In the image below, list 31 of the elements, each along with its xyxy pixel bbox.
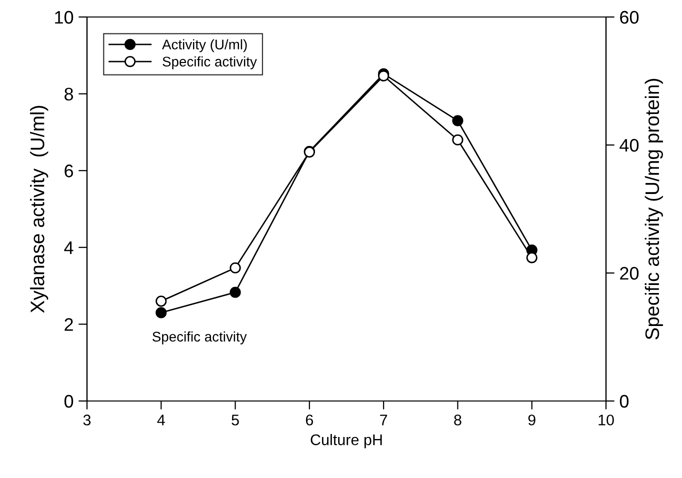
x-tick-label: 6 — [306, 414, 314, 426]
point — [452, 115, 464, 126]
y2-tick-label: 20 — [620, 266, 639, 280]
x-axis-title: Culture pH — [310, 434, 382, 448]
y2-tick-label: 40 — [620, 138, 639, 152]
legend-label: Specific activity — [162, 56, 257, 70]
y2-axis-title: Specific activity (U/mg protein) — [644, 78, 663, 340]
point — [230, 286, 241, 298]
y-tick-label: 0 — [64, 394, 74, 408]
y-tick-label: 8 — [64, 88, 74, 101]
x-tick-label: 7 — [380, 414, 388, 426]
x-tick-label: 10 — [598, 414, 614, 426]
point — [230, 262, 241, 274]
y-tick-label: 2 — [64, 318, 73, 331]
point — [156, 307, 167, 318]
x-tick-label: 4 — [157, 414, 165, 426]
x-tick-label: 8 — [454, 414, 462, 426]
legend-label: Activity (U/ml) — [162, 39, 247, 52]
point — [526, 252, 538, 264]
x-tick-label: 9 — [528, 414, 536, 426]
point — [452, 134, 464, 146]
annotation: Specific activity — [152, 331, 247, 344]
y-tick-label: 6 — [64, 164, 74, 178]
y-axis-title: Xylanase activity (U/ml) — [30, 106, 48, 313]
y2-tick-label: 0 — [620, 394, 629, 408]
y-tick-label: 4 — [64, 242, 74, 254]
y2-tick-label: 60 — [620, 10, 639, 24]
x-tick-label: 5 — [232, 414, 239, 426]
point — [156, 296, 167, 307]
y-tick-label: 10 — [55, 10, 74, 24]
x-tick-label: 3 — [83, 414, 91, 426]
